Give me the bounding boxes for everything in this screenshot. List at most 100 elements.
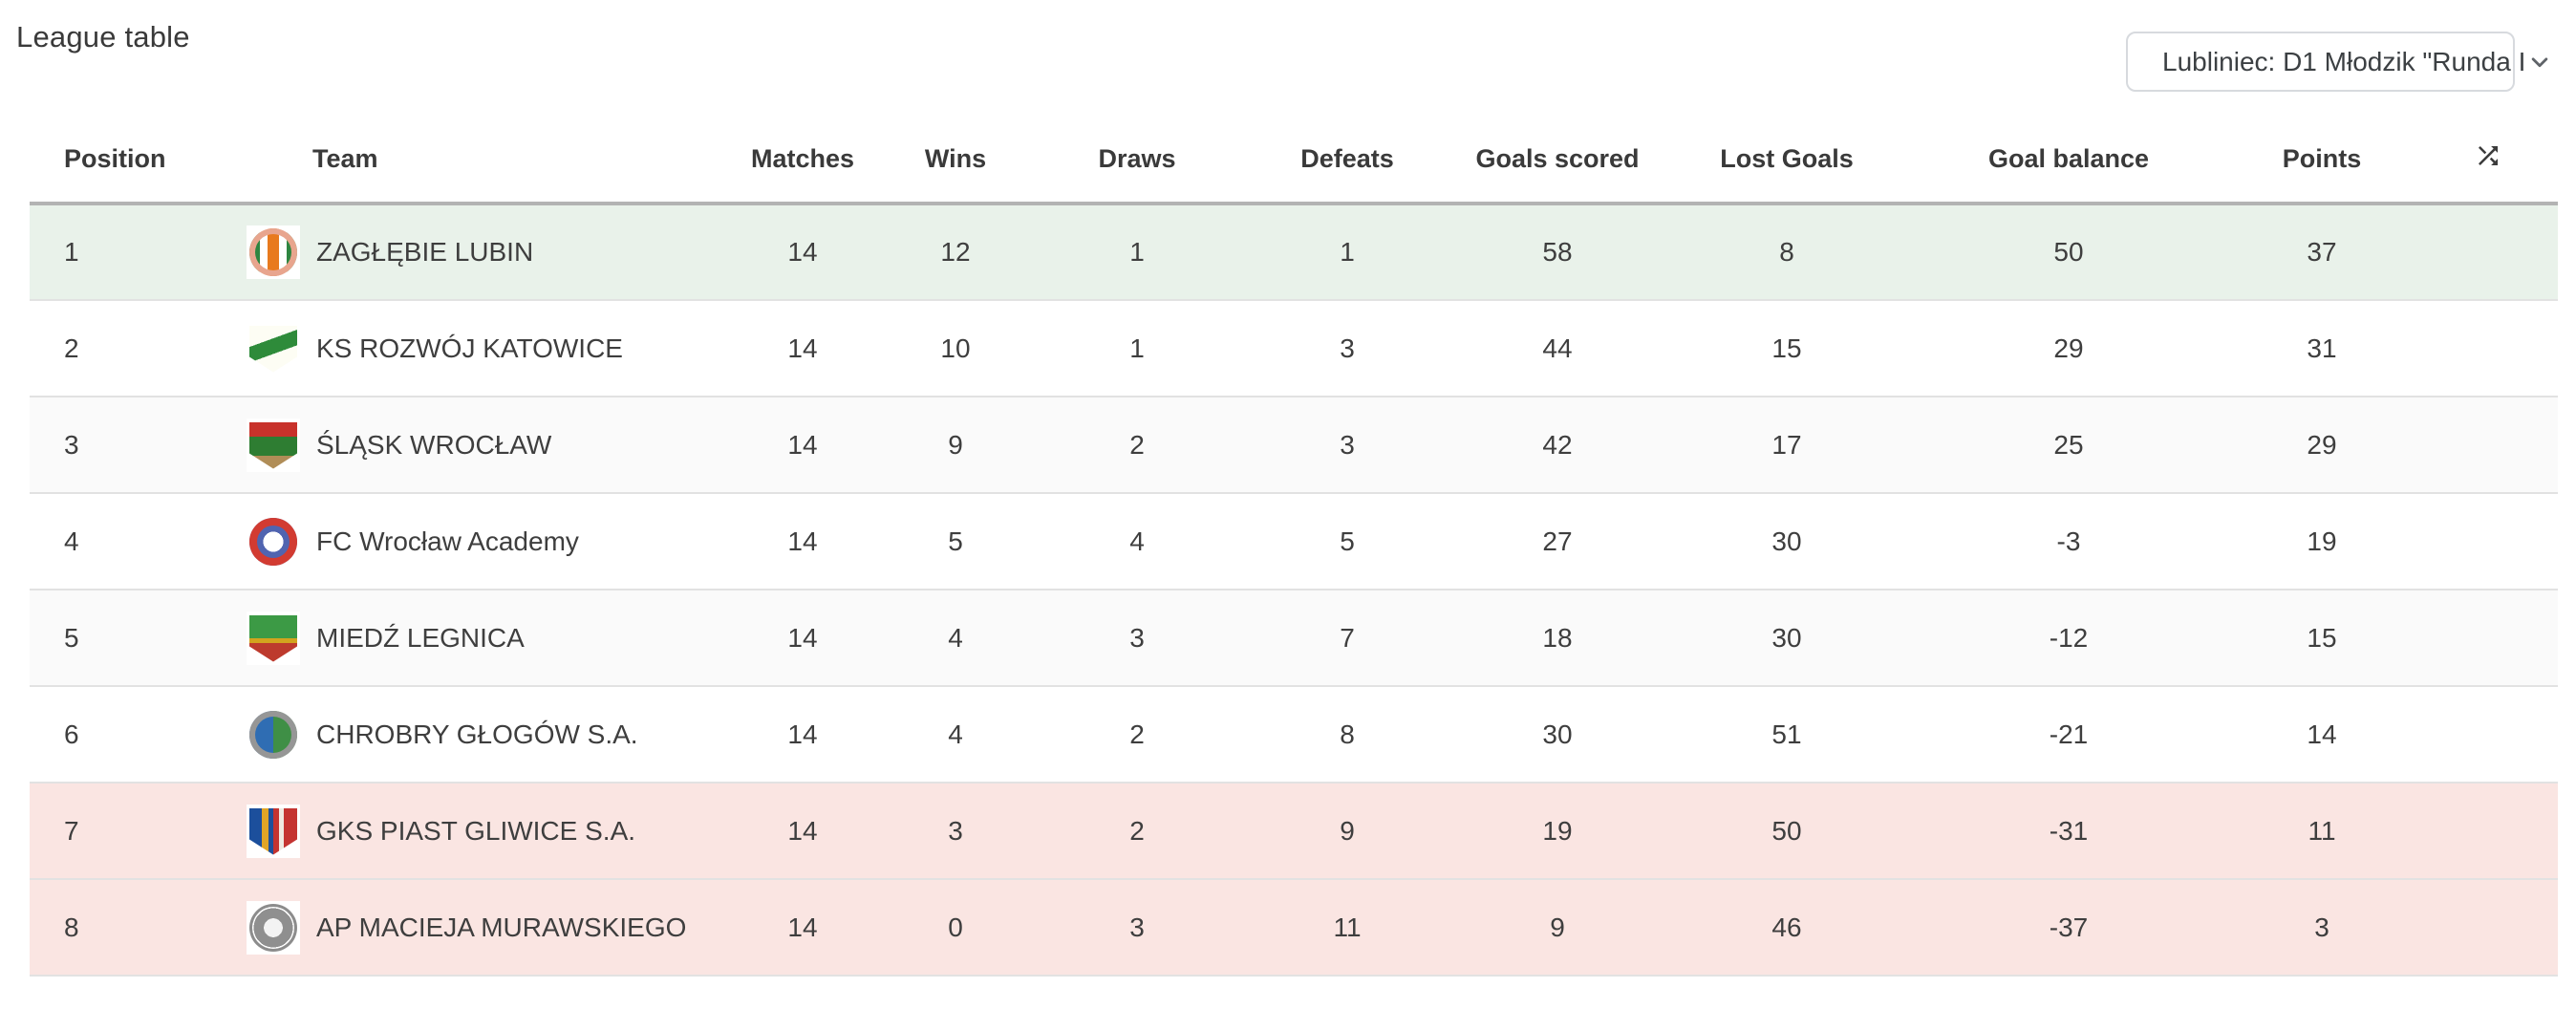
defeats-cell: 9: [1242, 783, 1452, 880]
wins-cell: 10: [879, 300, 1032, 397]
header-goals-scored: Goals scored: [1452, 116, 1663, 205]
team-logo: [249, 517, 297, 566]
team-cell: CHROBRY GŁOGÓW S.A.: [191, 686, 726, 784]
team-logo-tile: [247, 514, 300, 569]
goals-scored-cell: 19: [1452, 783, 1663, 880]
actions-cell: [2417, 783, 2558, 880]
draws-cell: 2: [1032, 686, 1242, 784]
shuffle-icon[interactable]: [2474, 141, 2502, 170]
header-wins: Wins: [879, 116, 1032, 205]
draws-cell: 3: [1032, 879, 1242, 977]
draws-cell: 3: [1032, 590, 1242, 687]
goals-scored-cell: 9: [1452, 879, 1663, 977]
defeats-cell: 7: [1242, 590, 1452, 687]
position-cell: 6: [30, 686, 191, 784]
header-draws: Draws: [1032, 116, 1242, 205]
position-cell: 4: [30, 493, 191, 590]
goals-scored-cell: 42: [1452, 397, 1663, 494]
position-cell: 1: [30, 204, 191, 301]
wins-cell: 0: [879, 879, 1032, 977]
points-cell: 14: [2226, 686, 2417, 784]
defeats-cell: 11: [1242, 879, 1452, 977]
draws-cell: 2: [1032, 397, 1242, 494]
actions-cell: [2417, 686, 2558, 784]
lost-goals-cell: 51: [1663, 686, 1911, 784]
lost-goals-cell: 8: [1663, 204, 1911, 301]
lost-goals-cell: 17: [1663, 397, 1911, 494]
points-cell: 37: [2226, 204, 2417, 301]
goal-balance-cell: 50: [1911, 204, 2226, 301]
team-cell: GKS PIAST GLIWICE S.A.: [191, 783, 726, 880]
table-row: 1 ZAGŁĘBIE LUBIN 14 12 1 1 58 8 50 37: [30, 204, 2558, 301]
header-goal-balance: Goal balance: [1911, 116, 2226, 205]
team: GKS PIAST GLIWICE S.A.: [191, 804, 726, 858]
chevron-down-icon: [2525, 48, 2554, 76]
points-cell: 29: [2226, 397, 2417, 494]
draws-cell: 2: [1032, 783, 1242, 880]
team-name: ZAGŁĘBIE LUBIN: [316, 237, 534, 267]
team-name: MIEDŹ LEGNICA: [316, 622, 525, 653]
team-logo-tile: [247, 418, 300, 472]
matches-cell: 14: [726, 590, 879, 687]
team-logo: [249, 422, 297, 469]
actions-cell: [2417, 397, 2558, 494]
points-cell: 11: [2226, 783, 2417, 880]
topbar: League table Lubliniec: D1 Młodzik "Rund…: [0, 0, 2576, 116]
table-row: 5 MIEDŹ LEGNICA 14 4 3 7 18 30 -12 15: [30, 590, 2558, 687]
wins-cell: 12: [879, 204, 1032, 301]
header-position: Position: [30, 116, 191, 205]
goal-balance-cell: -3: [1911, 493, 2226, 590]
team-logo-tile: [247, 321, 300, 376]
league-select-dropdown[interactable]: Lubliniec: D1 Młodzik "Runda I: [2126, 32, 2548, 92]
team-name: ŚLĄSK WROCŁAW: [316, 429, 552, 460]
goal-balance-cell: -31: [1911, 783, 2226, 880]
team-name: CHROBRY GŁOGÓW S.A.: [316, 719, 638, 749]
header-shuffle: [2417, 116, 2558, 205]
team-logo: [249, 228, 297, 276]
defeats-cell: 3: [1242, 300, 1452, 397]
team-logo-tile: [247, 707, 300, 762]
defeats-cell: 8: [1242, 686, 1452, 784]
actions-cell: [2417, 204, 2558, 301]
team-logo-tile: [247, 804, 300, 858]
team: MIEDŹ LEGNICA: [191, 611, 726, 665]
defeats-cell: 5: [1242, 493, 1452, 590]
matches-cell: 14: [726, 493, 879, 590]
page-title: League table: [16, 20, 190, 54]
team: KS ROZWÓJ KATOWICE: [191, 321, 726, 376]
goals-scored-cell: 44: [1452, 300, 1663, 397]
points-cell: 31: [2226, 300, 2417, 397]
matches-cell: 14: [726, 879, 879, 977]
team-cell: ZAGŁĘBIE LUBIN: [191, 204, 726, 301]
lost-goals-cell: 30: [1663, 493, 1911, 590]
team-logo: [249, 710, 297, 759]
draws-cell: 4: [1032, 493, 1242, 590]
actions-cell: [2417, 879, 2558, 977]
team-cell: ŚLĄSK WROCŁAW: [191, 397, 726, 494]
actions-cell: [2417, 300, 2558, 397]
matches-cell: 14: [726, 204, 879, 301]
wins-cell: 4: [879, 686, 1032, 784]
table-row: 6 CHROBRY GŁOGÓW S.A. 14 4 2 8 30 51 -21 14: [30, 686, 2558, 784]
table-row: 7 GKS PIAST GLIWICE S.A. 14 3 2 9 19 50 -31 11: [30, 783, 2558, 880]
defeats-cell: 3: [1242, 397, 1452, 494]
actions-cell: [2417, 493, 2558, 590]
team-name: KS ROZWÓJ KATOWICE: [316, 333, 623, 363]
header-lost-goals: Lost Goals: [1663, 116, 1911, 205]
team-cell: MIEDŹ LEGNICA: [191, 590, 726, 687]
goals-scored-cell: 27: [1452, 493, 1663, 590]
wins-cell: 5: [879, 493, 1032, 590]
league-select-value: Lubliniec: D1 Młodzik "Runda I: [2162, 46, 2526, 76]
position-cell: 2: [30, 300, 191, 397]
team-logo: [249, 615, 297, 662]
team-name: FC Wrocław Academy: [316, 526, 579, 556]
team-name: AP MACIEJA MURAWSKIEGO: [316, 912, 687, 942]
draws-cell: 1: [1032, 204, 1242, 301]
points-cell: 15: [2226, 590, 2417, 687]
team-logo: [249, 808, 297, 855]
team-name: GKS PIAST GLIWICE S.A.: [316, 815, 636, 846]
team-cell: AP MACIEJA MURAWSKIEGO: [191, 879, 726, 977]
header-team: Team: [191, 116, 726, 205]
team: ŚLĄSK WROCŁAW: [191, 418, 726, 472]
goal-balance-cell: -37: [1911, 879, 2226, 977]
